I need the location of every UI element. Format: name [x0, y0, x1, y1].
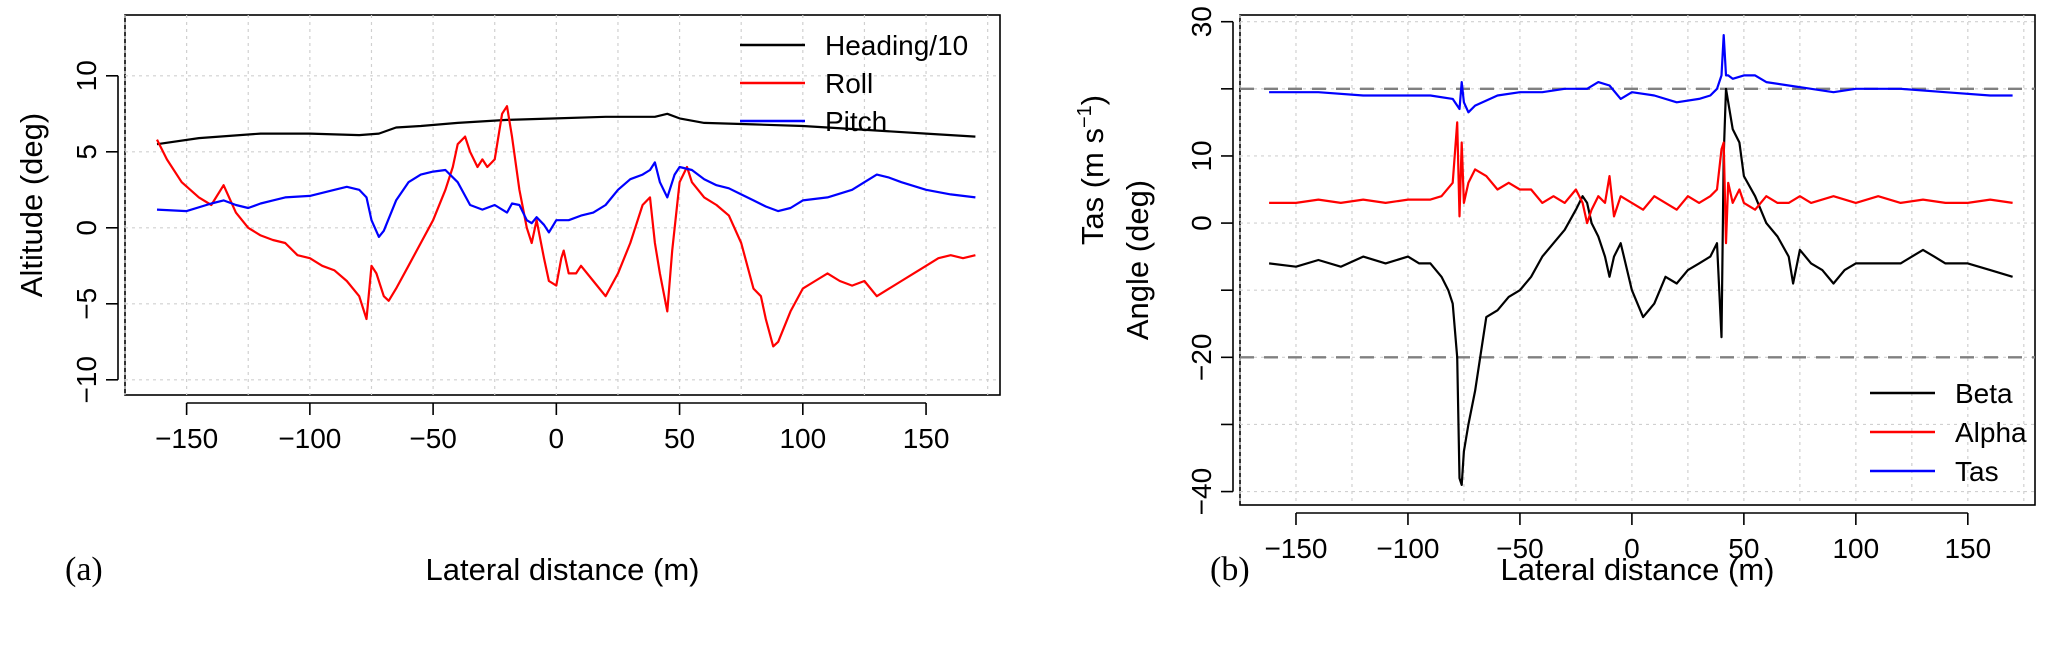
- x-tick-label: 0: [1624, 533, 1640, 564]
- legend-label: Beta: [1955, 378, 2013, 409]
- x-tick-label: −100: [1376, 533, 1439, 564]
- y-tick-label: 10: [1186, 140, 1217, 171]
- y-tick-label: 10: [71, 60, 102, 91]
- x-tick-label: −50: [1496, 533, 1544, 564]
- y-tick-label: −5: [71, 288, 102, 320]
- x-tick-label: 100: [1832, 533, 1879, 564]
- x-axis-label: Lateral distance (m): [1501, 552, 1775, 587]
- x-tick-label: 50: [1728, 533, 1759, 564]
- panel-label: (b): [1210, 551, 1250, 588]
- x-tick-label: −100: [278, 423, 341, 454]
- x-tick-label: 100: [779, 423, 826, 454]
- legend-label: Tas: [1955, 456, 1999, 487]
- series-line-beta: [1268, 87, 2013, 486]
- legend-label: Alpha: [1955, 417, 2027, 448]
- y-tick-label: 5: [71, 144, 102, 160]
- secondary-y-axis-label: Tas (m s−1): [1074, 95, 1110, 245]
- plot-panel-a: −150 −100 −50 0 50 100 150−10−50510Heading/10R…: [14, 14, 1001, 588]
- x-axis-label: Lateral distance (m): [426, 552, 700, 587]
- x-tick-label: −50: [409, 423, 457, 454]
- legend: Beta Alpha Tas: [1870, 378, 2027, 487]
- y-tick-label: 30: [1186, 6, 1217, 37]
- series-line-roll: [156, 105, 976, 348]
- grid-lines: [1239, 15, 2035, 505]
- y-tick-label: −10: [71, 356, 102, 404]
- panel-label: (a): [65, 551, 103, 588]
- grid-lines: [124, 15, 1000, 395]
- legend: Heading/10 Roll Pitch: [740, 30, 968, 137]
- y-tick-label: −20: [1186, 334, 1217, 382]
- y-tick-label: −40: [1186, 468, 1217, 515]
- y-axis-label: Altitude (deg): [14, 113, 49, 297]
- legend-label: Heading/10: [825, 30, 968, 61]
- x-tick-label: 150: [903, 423, 950, 454]
- y-axis-label: Angle (deg): [1120, 180, 1155, 340]
- series-line-tas: [1269, 34, 2013, 114]
- y-tick-label: 0: [71, 220, 102, 236]
- y-tick-label: 0: [1186, 215, 1217, 231]
- plot-panel-b: −150 −100 −50 0 50 100 150 −40 −20 0 10 30 Beta Alpha…: [1074, 6, 2036, 588]
- series-line-heading-10: [156, 112, 976, 146]
- x-tick-label: −150: [155, 423, 218, 454]
- x-tick-label: 0: [549, 423, 565, 454]
- series-line-alpha: [1269, 121, 2013, 245]
- legend-label: Pitch: [825, 106, 887, 137]
- series-line-pitch: [156, 161, 976, 238]
- x-tick-label: −150: [1264, 533, 1327, 564]
- x-tick-label: 50: [664, 423, 695, 454]
- legend-label: Roll: [825, 68, 873, 99]
- x-tick-label: 150: [1944, 533, 1991, 564]
